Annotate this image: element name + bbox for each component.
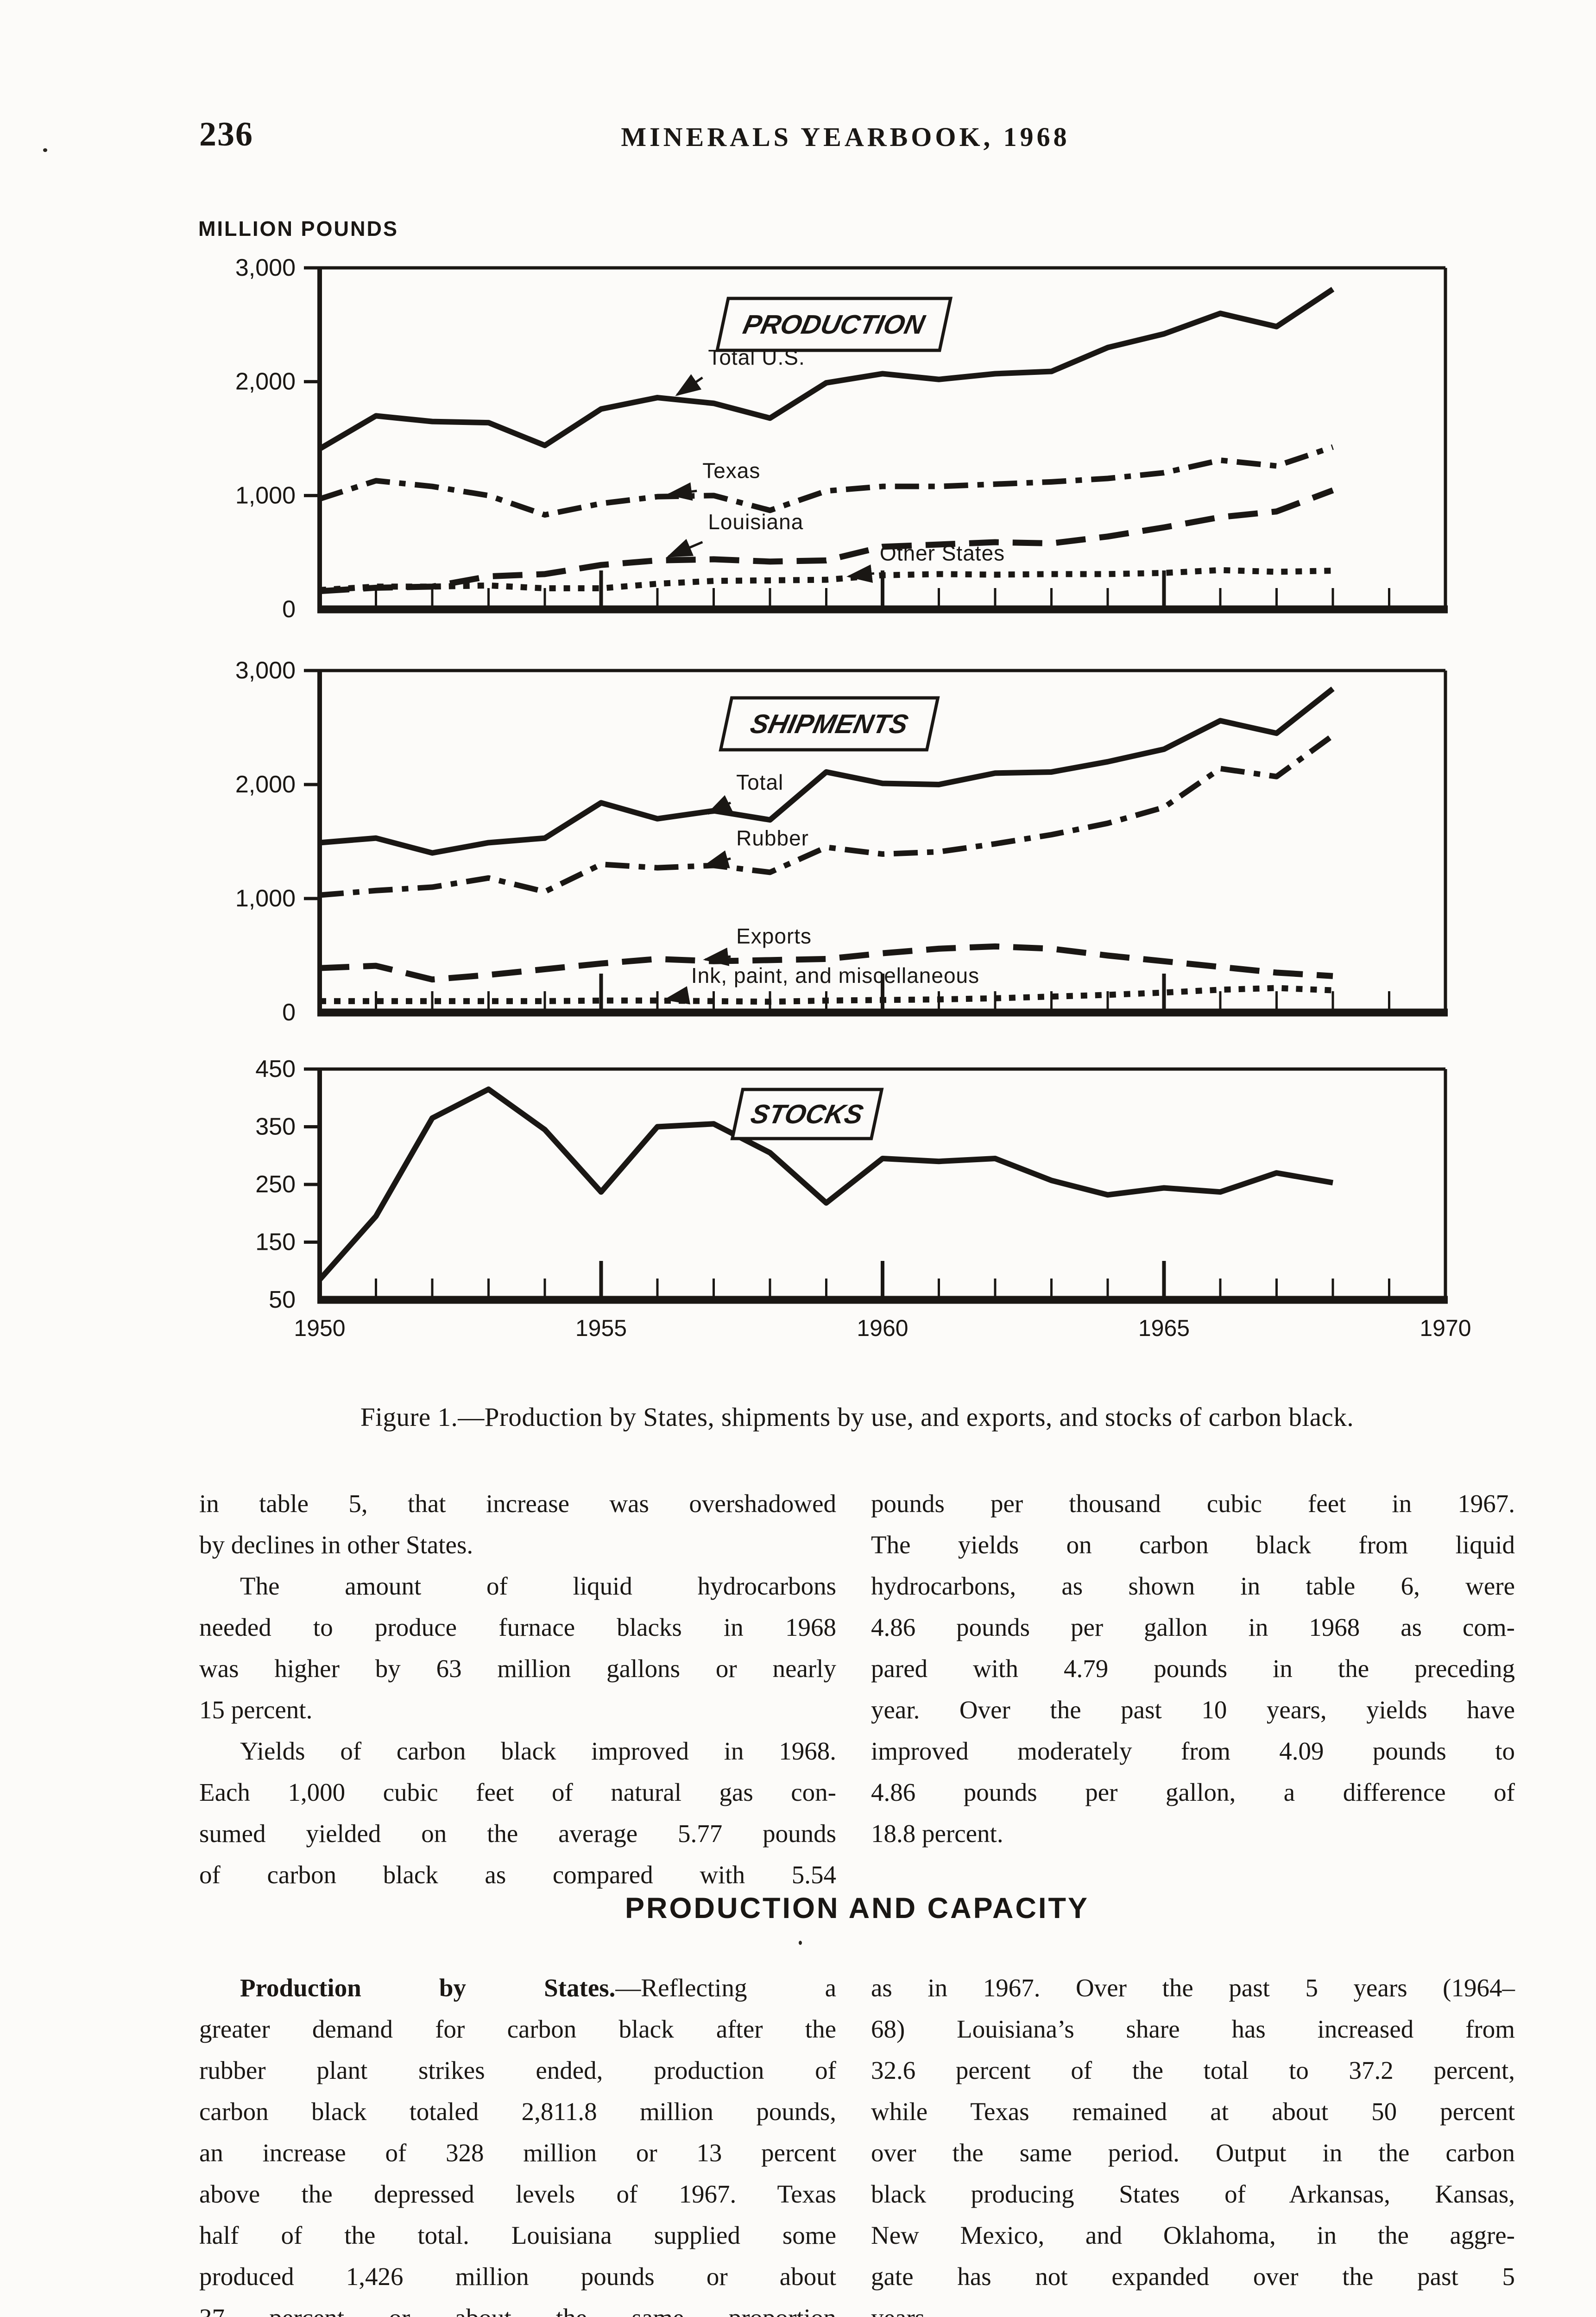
scan-speck [799,1941,802,1945]
text-line: The yields on carbon black from liquid [871,1531,1515,1559]
text-line: 32.6 percent of the total to 37.2 percen… [871,2056,1515,2084]
svg-text:1965: 1965 [1138,1315,1190,1341]
series-ink-paint-and-miscellaneous [320,985,1333,1005]
svg-text:250: 250 [255,1171,296,1198]
text-line: year. Over the past 10 years, yields hav… [871,1696,1515,1724]
svg-text:1960: 1960 [857,1315,908,1341]
svg-text:Texas: Texas [702,458,760,482]
svg-text:1950: 1950 [294,1315,345,1341]
body-column-left-lower: Production by States.—Reflecting a greate… [199,1967,836,2317]
svg-text:2,000: 2,000 [235,771,296,798]
text-line: rubber plant strikes ended, production o… [199,2056,836,2084]
text-line: New Mexico, and Oklahoma, in the aggre- [871,2221,1515,2249]
svg-text:Total: Total [736,770,783,794]
body-column-right-upper: pounds per thousand cubic feet in 1967. T… [871,1483,1515,1854]
text-line: by declines in other States. [199,1531,473,1559]
svg-text:Other States: Other States [880,541,1005,565]
section-heading: PRODUCTION AND CAPACITY [625,1892,1089,1925]
svg-text:1,000: 1,000 [235,482,296,509]
series-other-states [319,567,1333,593]
chart-panel-shipments: 0 1,000 2,000 3,000 Total Rubber Exports Ink, p… [235,657,1448,1026]
series-rubber [319,733,1335,898]
text-line: of carbon black as compared with 5.54 [199,1861,836,1889]
svg-text:50: 50 [269,1286,296,1313]
body-column-left-upper: in table 5, that increase was overshadow… [199,1483,836,1895]
svg-text:3,000: 3,000 [235,254,296,281]
scan-speck [43,148,47,152]
series-stocks [317,1086,1334,1282]
text-line: years. [871,2297,1515,2317]
text-line: needed to produce furnace blacks in 1968 [199,1613,836,1641]
text-line: sumed yielded on the average 5.77 pounds [199,1819,836,1848]
svg-text:1970: 1970 [1419,1315,1471,1341]
text-line: Production by States.—Reflecting a [240,1974,836,2002]
text-line: in table 5, that increase was overshadow… [199,1489,836,1518]
text-line: 4.86 pounds per gallon in 1968 as com- [871,1613,1515,1641]
series-total [319,686,1335,856]
series-texas [319,444,1334,518]
svg-text:350: 350 [255,1114,296,1140]
text-line: The amount of liquid hydrocarbons [240,1572,836,1600]
svg-text:3,000: 3,000 [235,657,296,684]
text-line: carbon black totaled 2,811.8 million pou… [199,2097,836,2126]
body-column-right-lower: as in 1967. Over the past 5 years (1964–… [871,1967,1515,2317]
svg-text:0: 0 [282,596,296,623]
text-line: above the depressed levels of 1967. Texa… [199,2180,836,2208]
running-head: MINERALS YEARBOOK, 1968 [621,122,1070,152]
text-line: 15 percent. [199,1696,313,1724]
text-line: pounds per thousand cubic feet in 1967. [871,1489,1515,1518]
series-exports [319,943,1333,983]
svg-text:PRODUCTION: PRODUCTION [740,310,928,340]
text-line: 18.8 percent. [871,1819,1003,1848]
text-line: improved moderately from 4.09 pounds to [871,1737,1515,1765]
text-line: Each 1,000 cubic feet of natural gas con… [199,1778,836,1806]
chart-panel-stocks: 50 150 250 350 450 1950 1955 1960 1965 1970 STOCKS [255,1056,1471,1341]
svg-text:1,000: 1,000 [235,885,296,912]
svg-text:Rubber: Rubber [736,826,809,850]
series-total-u-s- [318,287,1335,451]
text-line: greater demand for carbon black after th… [199,2015,836,2043]
svg-text:0: 0 [282,999,296,1026]
svg-text:Exports: Exports [736,924,812,948]
text-line: Yields of carbon black improved in 1968. [240,1737,836,1765]
text-line: while Texas remained at about 50 percent [871,2097,1515,2126]
svg-text:150: 150 [255,1229,296,1256]
svg-text:2,000: 2,000 [235,368,296,395]
series-louisiana [319,487,1334,595]
text-line: an increase of 328 million or 13 percent [199,2139,836,2167]
svg-text:Louisiana: Louisiana [708,510,803,534]
text-line: pared with 4.79 pounds in the preceding [871,1654,1515,1683]
figure-caption: Figure 1.—Production by States, shipment… [360,1403,1354,1432]
text-line: was higher by 63 million gallons or near… [199,1654,836,1683]
text-line: gate has not expanded over the past 5 [871,2262,1515,2291]
text-line: 37 percent or about the same proportion [199,2297,836,2317]
text-line: over the same period. Output in the carb… [871,2139,1515,2167]
text-line: 4.86 pounds per gallon, a difference of [871,1778,1515,1806]
text-line: 68) Louisiana’s share has increased from [871,2015,1515,2043]
svg-text:450: 450 [255,1056,296,1083]
text-line: hydrocarbons, as shown in table 6, were [871,1572,1515,1600]
svg-text:Ink, paint, and miscellaneous: Ink, paint, and miscellaneous [691,963,979,988]
page-number: 236 [199,115,253,153]
text-line: produced 1,426 million pounds or about [199,2262,836,2291]
text-line: half of the total. Louisiana supplied so… [199,2221,836,2249]
text-line: black producing States of Arkansas, Kans… [871,2180,1515,2208]
svg-text:SHIPMENTS: SHIPMENTS [748,709,911,739]
svg-text:1955: 1955 [575,1315,627,1341]
y-axis-caption: MILLION POUNDS [198,217,398,241]
text-line: as in 1967. Over the past 5 years (1964– [871,1974,1515,2002]
svg-text:STOCKS: STOCKS [748,1100,866,1129]
